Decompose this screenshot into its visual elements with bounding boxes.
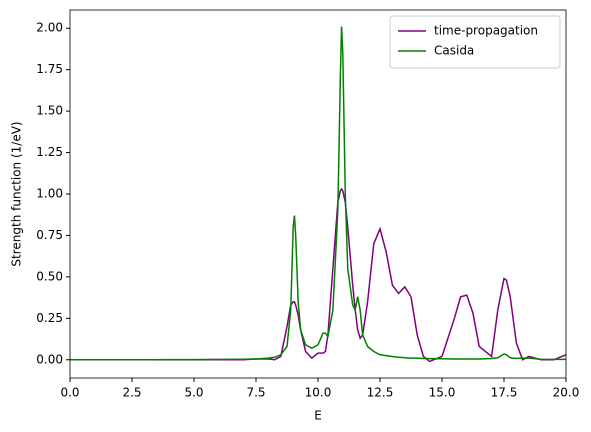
x-tick-label: 0.0 (60, 386, 79, 400)
plot-frame (69, 9, 567, 379)
x-tick-label: 15.0 (429, 386, 456, 400)
y-tick-label: 0.25 (36, 311, 63, 325)
x-axis-label: E (314, 409, 322, 423)
y-tick-label: 1.50 (36, 104, 63, 118)
legend-label: Casida (434, 44, 474, 58)
y-axis-label: Strength function (1/eV) (10, 121, 24, 266)
x-tick-label: 20.0 (553, 386, 580, 400)
line-series (70, 26, 566, 361)
y-tick-label: 0.75 (36, 228, 63, 242)
y-tick-label: 1.00 (36, 187, 63, 201)
x-tick-label: 7.5 (246, 386, 265, 400)
y-tick-label: 0.00 (36, 352, 63, 366)
line-series (70, 187, 566, 363)
x-tick-label: 5.0 (184, 386, 203, 400)
y-tick-label: 1.25 (36, 145, 63, 159)
legend-box (389, 15, 561, 69)
y-tick-label: 0.50 (36, 269, 63, 283)
x-tick-label: 12.5 (367, 386, 394, 400)
x-tick-label: 10.0 (305, 386, 332, 400)
x-tick-label: 17.5 (491, 386, 518, 400)
legend-label: time-propagation (434, 24, 538, 38)
y-tick-label: 1.75 (36, 62, 63, 76)
x-tick-label: 2.5 (122, 386, 141, 400)
y-tick-label: 2.00 (36, 21, 63, 35)
